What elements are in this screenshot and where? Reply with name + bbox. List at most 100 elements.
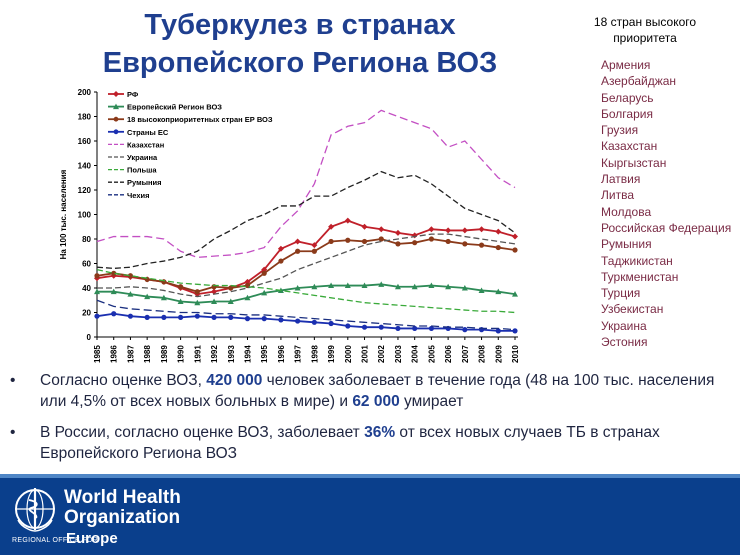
y-tick-label: 200 (78, 88, 92, 97)
data-point (228, 285, 234, 291)
highlighted-figure: 36% (364, 424, 396, 441)
data-point (495, 328, 501, 334)
data-point (361, 223, 368, 230)
x-tick-label: 2003 (394, 345, 403, 363)
data-point (478, 226, 485, 233)
x-tick-label: 1991 (193, 345, 202, 363)
y-tick-label: 60 (82, 260, 91, 269)
x-tick-label: 1987 (126, 345, 135, 363)
legend-marker (113, 91, 119, 97)
data-point (512, 291, 518, 297)
key-fact-item: • В России, согласно оценке ВОЗ, заболева… (10, 422, 730, 464)
data-point (495, 288, 502, 295)
data-point (244, 316, 251, 322)
priority-country: Грузия (601, 123, 639, 138)
priority-country: Турция (601, 286, 641, 301)
data-point (244, 294, 251, 301)
data-point (361, 282, 368, 289)
data-point (328, 320, 334, 327)
x-tick-label: 1994 (243, 345, 252, 363)
y-tick-label: 80 (82, 235, 91, 244)
fact-text: человек заболевает в течение года (48 на… (40, 372, 715, 410)
data-point (211, 314, 217, 320)
who-footer: World Health Organization REGIONAL OFFIC… (0, 474, 740, 555)
data-point (211, 288, 218, 295)
legend-label: 18 высокоприоритетных стран ЕР ВОЗ (127, 115, 273, 124)
data-point (394, 229, 401, 236)
legend-label: Румыния (127, 178, 162, 187)
key-facts-list: • Согласно оценке ВОЗ, 420 000 человек за… (10, 370, 730, 474)
slide-title: Туберкулез в странах Европейского Регион… (40, 6, 560, 82)
data-point (110, 288, 117, 295)
x-tick-label: 2000 (344, 345, 353, 363)
data-point (361, 324, 368, 330)
data-point (512, 328, 518, 334)
priority-country: Литва (601, 188, 634, 203)
data-point (428, 236, 434, 242)
data-point (227, 298, 234, 304)
priority-heading-line2: приоритета (613, 31, 677, 45)
y-tick-label: 40 (82, 284, 91, 293)
y-tick-label: 160 (78, 137, 92, 146)
regional-office-label: REGIONAL OFFICE FOR (12, 537, 98, 544)
data-point (462, 241, 468, 247)
data-point (461, 285, 468, 291)
data-point (512, 233, 518, 240)
x-tick-label: 1989 (160, 345, 169, 363)
series-line (96, 312, 515, 332)
x-tick-label: 1995 (260, 345, 269, 363)
data-point (127, 313, 134, 319)
fact-text: В России, согласно оценке ВОЗ, заболевае… (40, 424, 365, 441)
x-tick-label: 2006 (444, 345, 453, 363)
data-point (311, 248, 317, 254)
priority-heading: 18 стран высокого приоритета (560, 14, 730, 46)
data-point (278, 258, 284, 264)
legend-marker (113, 103, 119, 110)
data-point (278, 317, 284, 323)
series-4 (94, 311, 518, 334)
highlighted-figure: 420 000 (206, 372, 263, 389)
data-point (411, 283, 418, 290)
series-line (96, 238, 516, 293)
data-point (445, 238, 451, 245)
legend-label: РФ (127, 90, 139, 99)
who-name-line1: World Health (64, 487, 181, 508)
priority-country: Туркменистан (601, 269, 679, 284)
data-point (160, 294, 167, 301)
x-tick-label: 2007 (461, 345, 470, 363)
slide-title-line2: Европейского Региона ВОЗ (102, 47, 498, 79)
y-tick-label: 0 (87, 333, 92, 342)
data-point (412, 240, 418, 246)
x-tick-label: 2010 (511, 345, 520, 363)
legend-marker (113, 129, 119, 135)
chart-legend: РФ Европейский Регион ВОЗ 18 высокоприорит… (108, 90, 273, 200)
region-name: Europe (66, 530, 118, 547)
data-point (178, 314, 184, 320)
data-point (428, 282, 435, 289)
data-point (127, 273, 134, 279)
data-point (294, 285, 301, 291)
data-point (478, 287, 485, 293)
priority-country: Молдова (601, 204, 652, 219)
data-point (111, 270, 117, 276)
data-point (345, 237, 351, 243)
data-point (94, 273, 100, 279)
data-point (428, 325, 434, 332)
data-point (495, 228, 502, 235)
y-axis-label: На 100 тыс. населения (59, 169, 68, 259)
priority-country: Таджикистан (601, 253, 673, 268)
tb-incidence-chart: 0 20 40 60 80 100 120 140 160 180 200 На 100 тыс. н… (59, 88, 520, 363)
footer-accent-line (0, 474, 740, 478)
series-line (96, 109, 516, 259)
data-point (295, 248, 301, 254)
series-9 (96, 299, 516, 331)
data-point (277, 245, 284, 252)
data-point (194, 289, 200, 295)
key-fact-item: • Согласно оценке ВОЗ, 420 000 человек за… (10, 370, 730, 412)
priority-country: Азербайджан (601, 74, 677, 89)
data-point (261, 289, 268, 296)
legend-label: Чехия (127, 191, 150, 200)
legend-marker (113, 116, 119, 122)
data-point (194, 299, 201, 306)
x-tick-label: 1999 (327, 345, 336, 363)
